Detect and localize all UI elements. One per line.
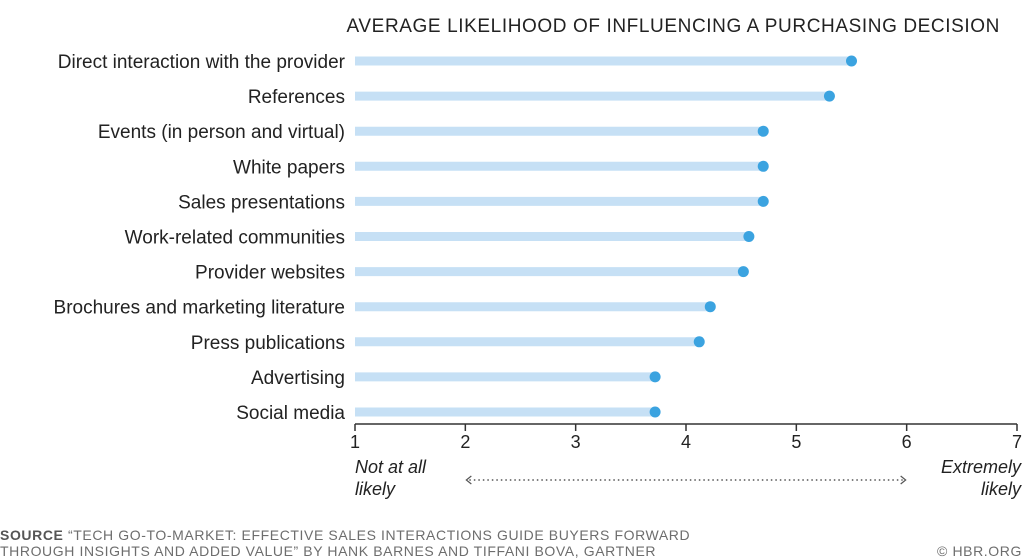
category-label: Events (in person and virtual) — [98, 122, 345, 143]
x-tick-label: 6 — [902, 432, 912, 452]
data-point — [693, 336, 705, 348]
category-label: References — [248, 87, 345, 108]
category-label: Provider websites — [195, 263, 345, 284]
x-tick-label: 5 — [791, 432, 801, 452]
x-tick-label: 4 — [681, 432, 691, 452]
data-point — [704, 301, 716, 313]
category-label: White papers — [233, 157, 345, 178]
data-point — [649, 406, 661, 418]
x-tick-label: 2 — [460, 432, 470, 452]
category-label: Brochures and marketing literature — [54, 298, 345, 319]
category-label: Social media — [236, 403, 345, 424]
data-point — [757, 195, 769, 207]
category-label: Direct interaction with the provider — [58, 52, 346, 73]
scale-low-label: likely — [355, 479, 396, 499]
scale-low-label: Not at all — [355, 457, 427, 477]
scale-arrow-left-head — [465, 475, 472, 485]
hbr-credit: © HBR.ORG — [937, 543, 1022, 559]
x-tick-label: 1 — [350, 432, 360, 452]
category-label: Advertising — [251, 368, 345, 389]
data-point — [757, 125, 769, 137]
category-label: Work-related communities — [125, 228, 345, 249]
source-text-1: “TECH GO-TO-MARKET: EFFECTIVE SALES INTE… — [68, 527, 691, 543]
source-footer: SOURCE “TECH GO-TO-MARKET: EFFECTIVE SAL… — [0, 527, 1024, 559]
x-tick-label: 7 — [1012, 432, 1022, 452]
source-line-1: SOURCE “TECH GO-TO-MARKET: EFFECTIVE SAL… — [0, 527, 1024, 543]
data-point — [649, 371, 661, 383]
scale-high-label: Extremely — [941, 457, 1022, 477]
data-point — [846, 55, 857, 67]
scale-arrow-right-head — [900, 475, 907, 485]
data-point — [823, 90, 835, 102]
data-point — [743, 231, 755, 242]
chart-title: AVERAGE LIKELIHOOD OF INFLUENCING A PURC… — [347, 16, 1000, 37]
source-line-2: THROUGH INSIGHTS AND ADDED VALUE” BY HAN… — [0, 543, 657, 559]
scale-high-label: likely — [981, 479, 1022, 499]
category-label: Press publications — [191, 333, 345, 354]
data-point — [757, 160, 769, 172]
data-point — [737, 266, 749, 278]
source-label: SOURCE — [0, 527, 64, 543]
x-tick-label: 3 — [571, 432, 581, 452]
category-label: Sales presentations — [178, 192, 345, 213]
lollipop-chart: AVERAGE LIKELIHOOD OF INFLUENCING A PURC… — [54, 16, 1022, 499]
